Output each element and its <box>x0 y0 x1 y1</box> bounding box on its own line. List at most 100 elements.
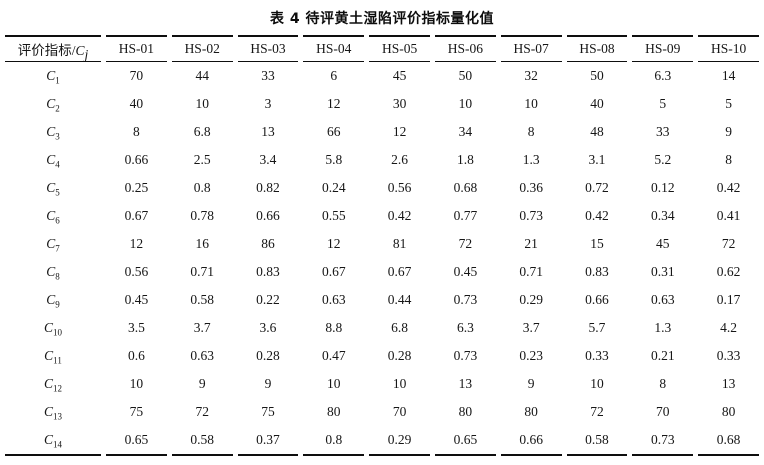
table-cell: 48 <box>590 124 604 139</box>
table-cell: 0.63 <box>190 348 214 363</box>
table-cell: 0.58 <box>190 292 214 307</box>
table-cell: 32 <box>524 68 538 83</box>
row-label-c11: C11 <box>44 348 62 366</box>
table-cell: 80 <box>721 404 736 419</box>
table-cell: 75 <box>261 404 275 419</box>
table-body: C1 70 44 33 6 45 50 32 50 6.3 14 C2 40 10 3 12 30 10 10 40 5… <box>5 62 759 456</box>
table-cell: 8 <box>133 124 140 139</box>
table-cell: 70 <box>392 404 407 419</box>
table-cell: 33 <box>261 68 275 83</box>
table-cell: 0.58 <box>171 426 233 456</box>
table-cell: 3.5 <box>127 320 145 335</box>
table-cell: 0.58 <box>566 426 628 456</box>
table-cell: 0.28 <box>387 348 412 363</box>
table-cell: 0.68 <box>698 426 759 456</box>
table-cell: 0.17 <box>716 292 741 307</box>
table-cell: 0.37 <box>237 426 299 456</box>
table-cell: 0.71 <box>519 264 543 279</box>
table-cell: 72 <box>721 236 736 251</box>
table-row: C13 75 72 75 80 70 80 80 72 70 80 <box>5 398 759 426</box>
header-index-symbol: C <box>75 43 85 58</box>
table-row: C9 0.45 0.58 0.22 0.63 0.44 0.73 0.29 0.66 0.63 0.… <box>5 286 759 314</box>
table-row: C2 40 10 3 12 30 10 10 40 5 5 <box>5 90 759 118</box>
table-cell: 6.3 <box>654 68 672 83</box>
table-cell: 6.8 <box>193 124 211 139</box>
table-cell: 0.55 <box>321 208 346 223</box>
table-cell: 8 <box>659 376 667 391</box>
table-cell: 0.8 <box>193 180 211 195</box>
table-cell: 0.33 <box>716 348 741 363</box>
table-cell: 50 <box>458 68 473 83</box>
table-cell: 0.71 <box>190 264 214 279</box>
table-cell: 0.31 <box>650 264 675 279</box>
table-cell: 0.22 <box>256 292 280 307</box>
row-label-c8: C8 <box>46 264 60 282</box>
table-row: C8 0.56 0.71 0.83 0.67 0.67 0.45 0.71 0.83 0.31 0.… <box>5 258 759 286</box>
table-cell: 0.12 <box>650 180 675 195</box>
table-cell: 72 <box>458 236 473 251</box>
table-cell: 0.67 <box>321 264 346 279</box>
table-cell: 15 <box>590 236 604 251</box>
table-cell: 0.6 <box>127 348 145 363</box>
table-cell: 9 <box>725 124 732 139</box>
table-cell: 6.8 <box>391 320 409 335</box>
table-cell: 10 <box>327 376 341 391</box>
header-index-prefix: 评价指标/ <box>17 43 76 58</box>
table-cell: 5 <box>659 96 667 111</box>
table-cell: 4.2 <box>720 320 738 335</box>
table-cell: 0.66 <box>500 426 562 456</box>
column-header-hs-07: HS-07 <box>500 35 562 62</box>
table-cell: 0.67 <box>387 264 412 279</box>
table-cell: 3.6 <box>259 320 277 335</box>
table-cell: 13 <box>721 376 736 391</box>
table-cell: 3.1 <box>588 152 606 167</box>
table-row: C1 70 44 33 6 45 50 32 50 6.3 14 <box>5 62 759 90</box>
table-cell: 0.25 <box>124 180 149 195</box>
table-cell: 66 <box>327 124 341 139</box>
table-cell: 0.66 <box>124 152 149 167</box>
table-cell: 0.65 <box>434 426 496 456</box>
table-cell: 9 <box>264 376 272 391</box>
table-cell: 40 <box>590 96 604 111</box>
table-cell: 0.42 <box>716 180 741 195</box>
table-cell: 0.41 <box>716 208 741 223</box>
column-header-hs-08: HS-08 <box>566 35 628 62</box>
column-header-hs-10: HS-10 <box>698 35 759 62</box>
table-cell: 50 <box>590 68 604 83</box>
table-cell: 72 <box>590 404 604 419</box>
table-cell: 8 <box>725 152 732 167</box>
table-cell: 12 <box>327 236 341 251</box>
table-cell: 80 <box>327 404 341 419</box>
table-cell: 16 <box>195 236 209 251</box>
table-cell: 0.73 <box>519 208 543 223</box>
table-cell: 9 <box>527 376 535 391</box>
table-cell: 30 <box>392 96 407 111</box>
row-label-c6: C6 <box>46 208 60 226</box>
table-cell: 8 <box>527 124 535 139</box>
table-cell: 13 <box>458 376 473 391</box>
table-cell: 0.29 <box>519 292 543 307</box>
column-header-hs-06: HS-06 <box>434 35 496 62</box>
table-cell: 12 <box>327 96 341 111</box>
header-index-subscript: j <box>84 46 89 62</box>
table-cell: 0.28 <box>256 348 280 363</box>
table-cell: 72 <box>195 404 209 419</box>
table-cell: 0.72 <box>585 180 609 195</box>
table-cell: 0.73 <box>453 348 478 363</box>
table-cell: 0.33 <box>585 348 609 363</box>
table-cell: 0.21 <box>650 348 675 363</box>
table-cell: 0.83 <box>585 264 609 279</box>
table-cell: 1.3 <box>654 320 672 335</box>
table-cell: 86 <box>261 236 275 251</box>
table-cell: 0.77 <box>453 208 478 223</box>
table-cell: 0.44 <box>387 292 412 307</box>
table-cell: 0.45 <box>124 292 149 307</box>
table-cell: 33 <box>656 124 670 139</box>
table-row: C3 8 6.8 13 66 12 34 8 48 33 9 <box>5 118 759 146</box>
table-row: C6 0.67 0.78 0.66 0.55 0.42 0.77 0.73 0.42 0.34 0.… <box>5 202 759 230</box>
header-row: 评价指标/Cj HS-01 HS-02 HS-03 HS-04 HS-05 HS-06 HS… <box>5 35 759 62</box>
table-cell: 0.66 <box>585 292 609 307</box>
table-cell: 2.5 <box>193 152 211 167</box>
column-header-hs-02: HS-02 <box>171 35 233 62</box>
table-cell: 6.3 <box>456 320 474 335</box>
